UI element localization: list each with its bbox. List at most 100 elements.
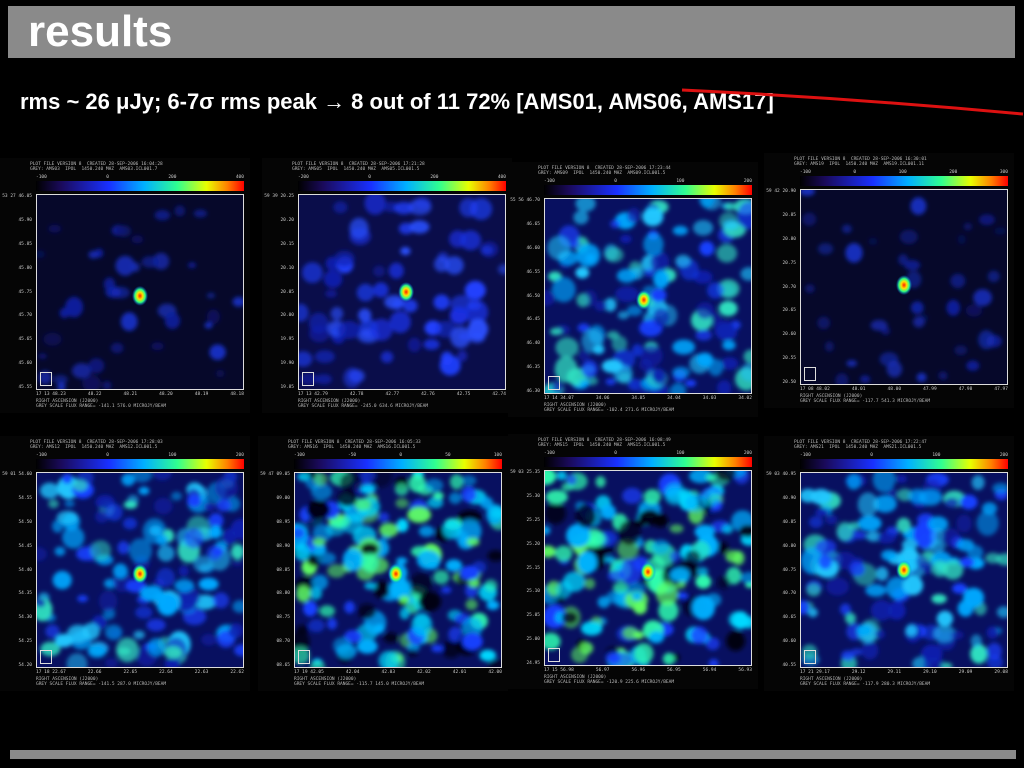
- radio-map-panel-ams09: PLOT FILE VERSION 8 CREATED 28-SEP-2006 …: [508, 162, 758, 417]
- noise-blob: [956, 539, 975, 552]
- noise-blob: [740, 267, 751, 281]
- y-tick-label: 40.80: [782, 543, 796, 549]
- noise-blob: [333, 201, 348, 214]
- x-tick-label: 48.21: [123, 392, 138, 397]
- noise-blob: [311, 574, 329, 591]
- x-tick-label: 42.02: [417, 670, 431, 675]
- noise-blob: [206, 292, 216, 299]
- declination-axis: 59 39 20.25 20.20 20.15 20.10 20.05 20.00 19.9…: [262, 194, 296, 390]
- y-tick-label: 46.35: [526, 365, 540, 371]
- x-tick-label: 29.12: [851, 670, 866, 675]
- noise-blob: [612, 582, 629, 594]
- noise-blob: [575, 503, 596, 528]
- right-ascension-axis: 17 19 42.05 42.04 42.03 42.02 42.01 42.00: [294, 670, 502, 675]
- noise-blob: [896, 517, 911, 533]
- x-tick-label: 29.11: [887, 670, 902, 675]
- noise-blob: [479, 496, 493, 510]
- detected-source: [132, 563, 148, 584]
- colorbar-ticks: -200 0 200 400: [298, 175, 506, 181]
- noise-blob: [445, 559, 463, 572]
- noise-blob: [481, 245, 493, 255]
- noise-blob: [383, 632, 398, 643]
- noise-blob: [556, 580, 573, 599]
- right-ascension-axis: 17 13 48.23 48.22 48.21 48.20 48.19 48.18: [36, 392, 244, 397]
- noise-blob: [403, 299, 418, 313]
- colorbar: [298, 181, 506, 191]
- noise-blob: [987, 270, 1000, 283]
- noise-blob: [389, 310, 411, 334]
- noise-blob: [356, 283, 375, 302]
- noise-blob: [577, 551, 597, 574]
- noise-blob: [56, 510, 79, 525]
- y-tick-label: 08.95: [276, 519, 290, 525]
- noise-blob: [357, 603, 376, 620]
- y-tick-label: 59 39 20.25: [264, 194, 294, 199]
- noise-blob: [465, 599, 478, 611]
- noise-blob: [204, 322, 213, 329]
- noise-blob: [98, 590, 118, 612]
- x-tick-label: 17 13 42.79: [298, 392, 328, 397]
- noise-blob: [613, 364, 633, 383]
- noise-blob: [956, 514, 972, 533]
- noise-blob: [954, 345, 968, 356]
- noise-blob: [457, 350, 468, 362]
- x-tick-label: 42.03: [381, 670, 396, 675]
- plot-header: PLOT FILE VERSION 8 CREATED 28-SEP-2006 …: [292, 162, 425, 172]
- noise-blob: [462, 632, 483, 650]
- x-tick-label: 48.01: [851, 387, 866, 392]
- radio-map-panel-ams21: PLOT FILE VERSION 8 CREATED 28-SEP-2006 …: [764, 436, 1014, 691]
- noise-blob: [201, 633, 217, 646]
- noise-blob: [174, 205, 186, 217]
- noise-blob: [677, 592, 689, 599]
- noise-blob: [575, 199, 596, 212]
- noise-blob: [349, 217, 369, 239]
- noise-blob: [378, 512, 390, 523]
- noise-blob: [360, 484, 376, 495]
- noise-blob: [105, 503, 123, 521]
- noise-blob: [380, 351, 394, 363]
- intensity-map: [544, 198, 752, 394]
- colorbar-ticks: -100 0 100 200 300: [800, 170, 1008, 176]
- y-tick-label: 20.65: [782, 308, 796, 314]
- noise-blob: [845, 612, 856, 625]
- x-tick-label: 17 15 56.98: [544, 668, 574, 673]
- radio-map-panel-ams19: PLOT FILE VERSION 8 CREATED 28-SEP-2006 …: [764, 153, 1014, 408]
- colorbar-tick: 0: [853, 170, 857, 175]
- colorbar: [800, 459, 1008, 469]
- noise-blob: [672, 339, 696, 355]
- noise-blob: [484, 579, 498, 592]
- noise-blob: [448, 492, 462, 504]
- noise-blob: [717, 541, 729, 554]
- noise-blob: [66, 653, 88, 667]
- noise-blob: [459, 230, 482, 251]
- x-tick-label: 56.97: [595, 668, 610, 673]
- noise-blob: [184, 527, 204, 549]
- y-tick-label: 40.75: [782, 567, 796, 573]
- noise-blob: [135, 606, 153, 619]
- noise-blob: [545, 525, 551, 535]
- noise-blob: [857, 492, 879, 517]
- y-tick-label: 53 27 46.05: [2, 194, 32, 199]
- noise-blob: [216, 499, 232, 512]
- noise-blob: [95, 510, 109, 523]
- y-tick-label: 59 03 40.95: [766, 472, 796, 477]
- colorbar-ticks: -100 -50 0 50 100: [294, 453, 502, 459]
- noise-blob: [373, 265, 386, 277]
- noise-blob: [650, 251, 670, 274]
- beam-ellipse-icon: [302, 372, 314, 386]
- footer-bar: [10, 750, 1016, 759]
- noise-blob: [332, 637, 352, 654]
- x-tick-label: 56.93: [738, 668, 752, 673]
- noise-blob: [449, 474, 464, 490]
- x-tick-label: 42.75: [456, 392, 471, 397]
- source-label: AMS16: [0, 90, 53, 107]
- noise-blob: [140, 585, 164, 602]
- declination-axis: 59 03 25.35 25.30 25.25 25.20 25.15 25.10 25.0…: [508, 470, 542, 666]
- noise-blob: [232, 296, 243, 307]
- x-tick-label: 47.99: [923, 387, 937, 392]
- subtitle-stats: rms ~ 26 μJy; 6-7σ rms peak → 8 out of 1…: [20, 89, 774, 114]
- noise-blob: [295, 527, 305, 539]
- x-tick-label: 34.05: [631, 396, 646, 401]
- noise-blob: [627, 582, 646, 597]
- noise-blob: [633, 643, 654, 664]
